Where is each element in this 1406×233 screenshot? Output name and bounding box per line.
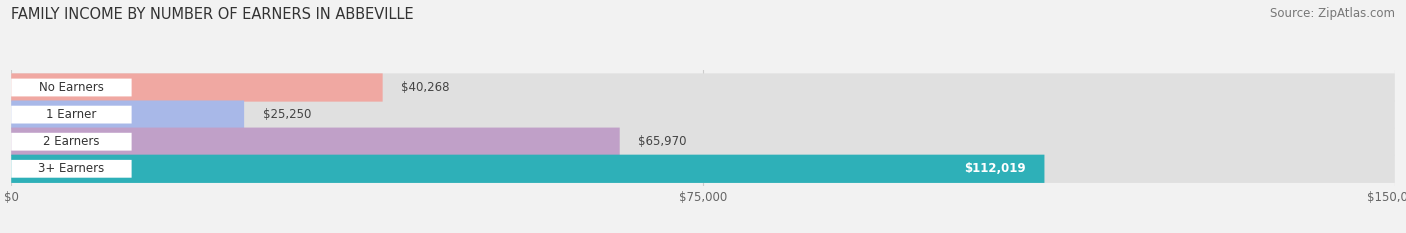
Text: $40,268: $40,268 [401,81,450,94]
Text: 1 Earner: 1 Earner [46,108,97,121]
FancyBboxPatch shape [11,79,132,96]
FancyBboxPatch shape [11,106,132,123]
Text: FAMILY INCOME BY NUMBER OF EARNERS IN ABBEVILLE: FAMILY INCOME BY NUMBER OF EARNERS IN AB… [11,7,413,22]
FancyBboxPatch shape [11,128,620,156]
FancyBboxPatch shape [11,73,1395,102]
Text: $25,250: $25,250 [263,108,311,121]
FancyBboxPatch shape [11,160,132,178]
Text: No Earners: No Earners [39,81,104,94]
Text: $65,970: $65,970 [638,135,686,148]
Text: 2 Earners: 2 Earners [44,135,100,148]
FancyBboxPatch shape [11,100,245,129]
Text: Source: ZipAtlas.com: Source: ZipAtlas.com [1270,7,1395,20]
FancyBboxPatch shape [11,100,1395,129]
FancyBboxPatch shape [11,155,1395,183]
FancyBboxPatch shape [11,155,1045,183]
FancyBboxPatch shape [11,73,382,102]
FancyBboxPatch shape [11,133,132,151]
Text: 3+ Earners: 3+ Earners [38,162,104,175]
FancyBboxPatch shape [11,128,1395,156]
Text: $112,019: $112,019 [965,162,1026,175]
